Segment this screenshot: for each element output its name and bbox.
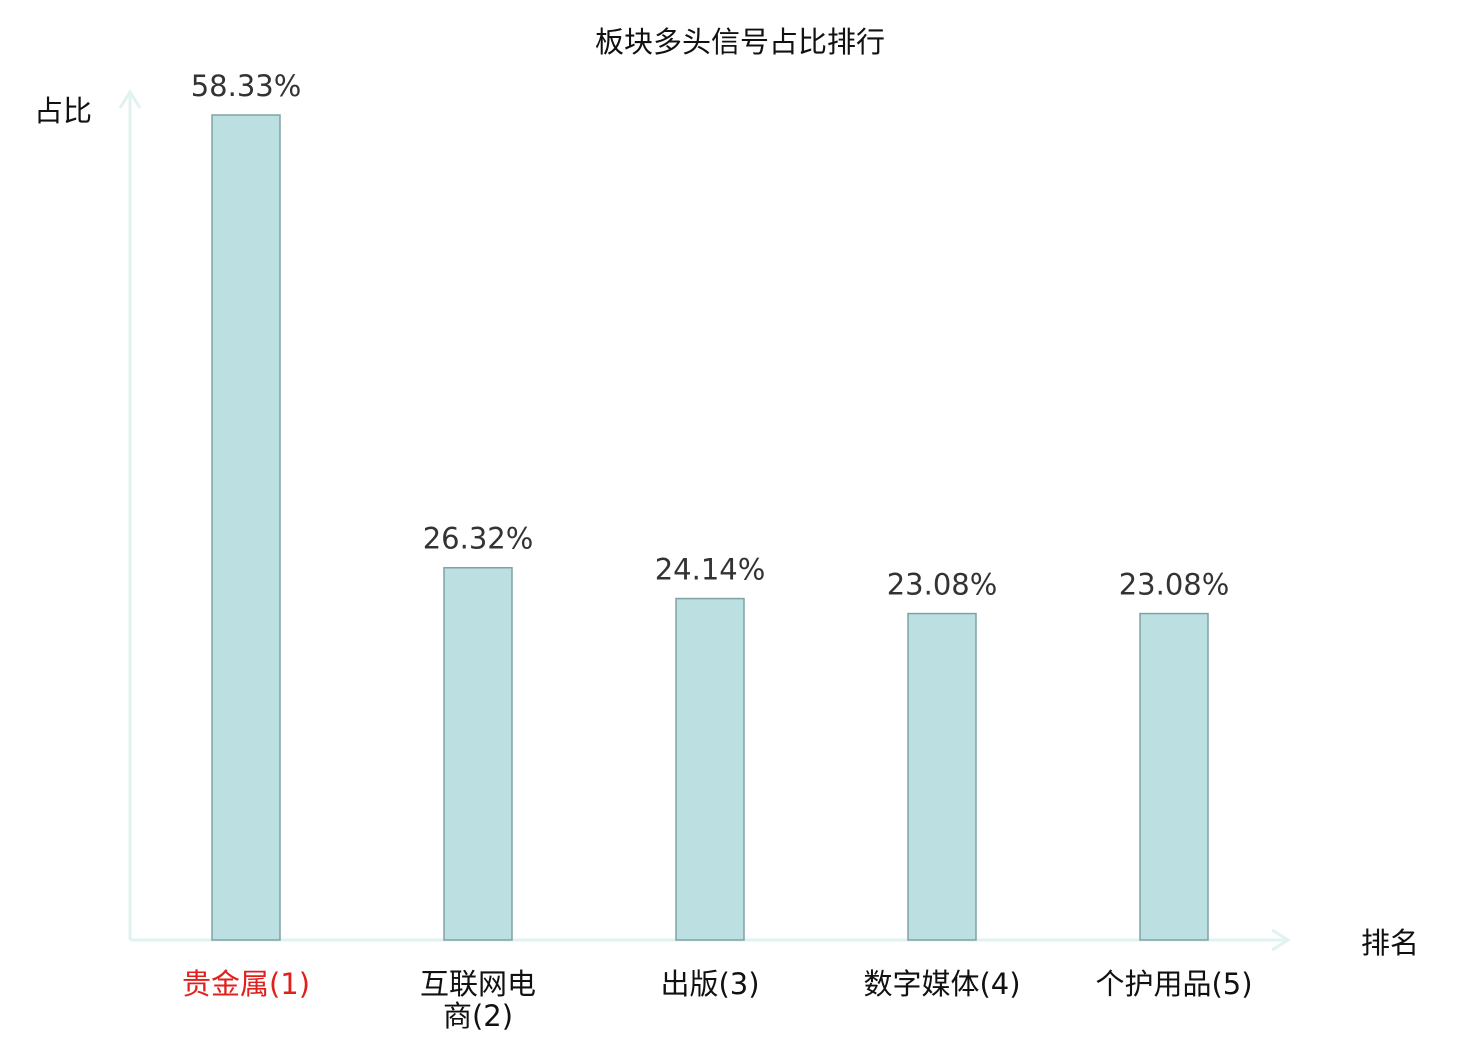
- y-axis-label: 占比: [34, 94, 92, 128]
- category-label: 贵金属(1): [182, 967, 310, 1001]
- x-axis-arrow: [1271, 928, 1291, 952]
- bar: [1139, 612, 1209, 941]
- bar: [907, 612, 977, 941]
- value-label: 58.33%: [191, 69, 302, 103]
- chart-title: 板块多头信号占比排行: [595, 25, 885, 59]
- value-label: 23.08%: [887, 568, 998, 602]
- bars-group: [211, 114, 1209, 941]
- value-label: 24.14%: [655, 553, 766, 587]
- category-label: 个护用品(5): [1095, 967, 1252, 1001]
- bar: [443, 566, 513, 941]
- y-axis-arrow: [118, 89, 142, 109]
- value-labels-group: 58.33% 26.32% 24.14% 23.08% 23.08%: [191, 69, 1230, 602]
- category-labels-group: 贵金属(1) 互联网电商(2) 出版(3) 数字媒体(4) 个护用品(5): [182, 967, 1253, 1033]
- bar: [211, 114, 281, 941]
- category-label: 互联网电商(2): [420, 967, 536, 1033]
- category-label: 数字媒体(4): [863, 967, 1020, 1001]
- value-label: 26.32%: [423, 522, 534, 556]
- value-label: 23.08%: [1119, 568, 1230, 602]
- bar: [675, 597, 745, 941]
- category-label: 出版(3): [660, 967, 759, 1001]
- x-axis-label: 排名: [1361, 926, 1419, 960]
